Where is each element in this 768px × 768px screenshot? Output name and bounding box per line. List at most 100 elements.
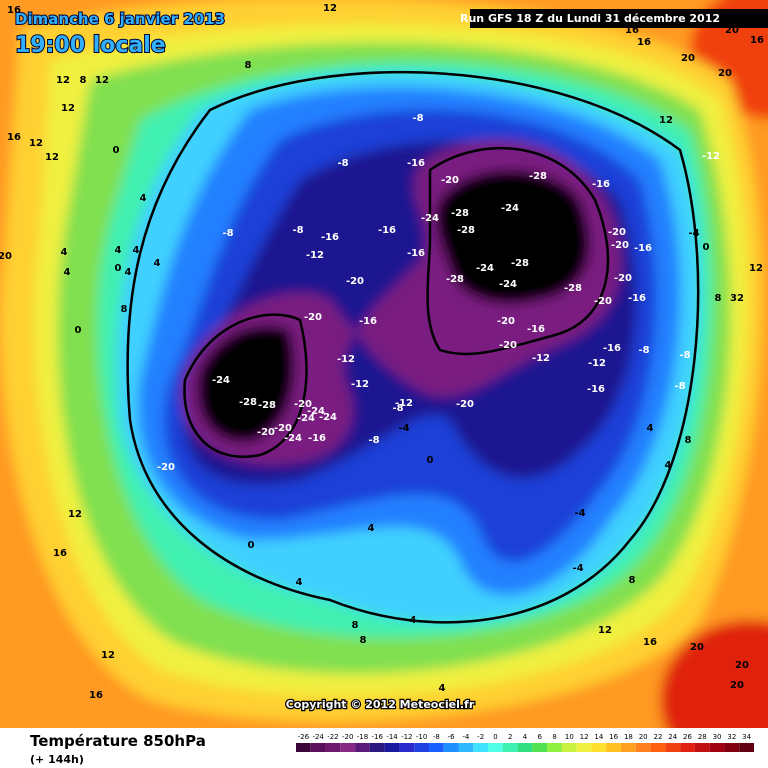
contour-label: -16	[587, 384, 605, 395]
contour-label: -20	[257, 427, 275, 438]
contour-label: 16	[637, 37, 651, 48]
contour-label: -24	[499, 279, 517, 290]
contour-label: -16	[634, 243, 652, 254]
contour-label: -24	[501, 203, 519, 214]
contour-label: 4	[133, 245, 140, 256]
colorbar: -26 -24 -22 -20 -18 -16 -14 -12 -10 -8 -6 -4 -2 0 2 4 6 8…	[296, 733, 754, 752]
colorbar-swatch	[443, 743, 459, 752]
contour-label: 12	[45, 152, 59, 163]
contour-label: -20	[497, 316, 515, 327]
contour-label: 4	[439, 683, 446, 694]
contour-label: 4	[125, 267, 132, 278]
colorbar-tick-label: 4	[523, 733, 528, 741]
contour-label: -16	[407, 158, 425, 169]
contour-label: 20	[718, 68, 732, 79]
contour-label: -8	[337, 158, 348, 169]
colorbar-swatch	[724, 743, 740, 752]
colorbar-swatch	[591, 743, 607, 752]
contour-label: -28	[446, 274, 464, 285]
colorbar-tick-label: 18	[624, 733, 633, 741]
contour-label: -20	[157, 462, 175, 473]
contour-label: -4	[574, 508, 585, 519]
colorbar-tick-label: -2	[477, 733, 484, 741]
colorbar-tick-label: -8	[433, 733, 440, 741]
colorbar-tick-label: 16	[609, 733, 618, 741]
contour-label: -8	[638, 345, 649, 356]
colorbar-swatch	[680, 743, 695, 752]
contour-label: -16	[359, 316, 377, 327]
contour-label: 12	[29, 138, 43, 149]
contour-label: -24	[297, 413, 315, 424]
contour-label: 12	[659, 115, 673, 126]
contour-label: -4	[572, 563, 583, 574]
contour-label: 8	[629, 575, 636, 586]
colorbar-tick-label: -22	[327, 733, 338, 741]
colorbar-tick-label: 14	[594, 733, 603, 741]
colorbar-swatch	[621, 743, 636, 752]
contour-label: 20	[725, 25, 739, 36]
contour-label: 8	[121, 304, 128, 315]
contour-label: 16	[89, 690, 103, 701]
contour-label: 4	[368, 523, 375, 534]
colorbar-swatch	[694, 743, 710, 752]
colorbar-tick-label: -18	[357, 733, 368, 741]
contour-label: 12	[61, 103, 75, 114]
colorbar-swatch	[576, 743, 592, 752]
colorbar-swatch	[384, 743, 400, 752]
contour-label: -16	[527, 324, 545, 335]
colorbar-tick-label: -14	[386, 733, 398, 741]
contour-label: -20	[304, 312, 322, 323]
contour-label: -16	[321, 232, 339, 243]
contour-label: -24	[307, 406, 325, 417]
contour-label: 20	[681, 53, 695, 64]
contour-label: 16	[7, 5, 21, 16]
colorbar-tick-label: -24	[312, 733, 324, 741]
contour-label: 12	[598, 625, 612, 636]
contour-label: -20	[499, 340, 517, 351]
colorbar-swatch	[635, 743, 651, 752]
contour-label: -16	[628, 293, 646, 304]
contour-label: -20	[594, 296, 612, 307]
contour-label: 4	[64, 267, 71, 278]
contour-label: -16	[378, 225, 396, 236]
colorbar-tick-label: -12	[401, 733, 412, 741]
colorbar-tick-label: 10	[565, 733, 574, 741]
contour-label: 0	[75, 325, 82, 336]
contour-label: -12	[702, 151, 720, 162]
contour-label: -20	[274, 423, 292, 434]
contour-label: -8	[292, 225, 303, 236]
contour-label: 12	[68, 509, 82, 520]
contour-label: 8	[360, 635, 367, 646]
contour-label: -28	[511, 258, 529, 269]
contour-label: 0	[427, 455, 434, 466]
copyright: Copyright © 2012 Meteociel.fr	[286, 698, 475, 711]
contour-label: 0	[115, 263, 122, 274]
colorbar-tick-label: 8	[552, 733, 556, 741]
contour-label: 32	[730, 293, 744, 304]
colorbar-tick-label: -6	[448, 733, 456, 741]
contour-label: -28	[451, 208, 469, 219]
contour-label: 8	[685, 435, 692, 446]
contour-label: -16	[308, 433, 326, 444]
contour-label: -20	[611, 240, 629, 251]
contour-label: 4	[647, 423, 654, 434]
contour-label: -28	[564, 283, 582, 294]
colorbar-swatch	[414, 743, 429, 752]
contour-label: 12	[95, 75, 109, 86]
contour-label: 4	[115, 245, 122, 256]
contour-label: 16	[625, 25, 639, 36]
colorbar-swatch	[488, 743, 503, 752]
contour-label: -12	[337, 354, 355, 365]
contour-label: -12	[588, 358, 606, 369]
lead-time: (+ 144h)	[30, 753, 84, 766]
contour-label: -28	[258, 400, 276, 411]
contour-label: -20	[294, 399, 312, 410]
colorbar-tick-label: 2	[508, 733, 512, 741]
contour-label: -12	[351, 379, 369, 390]
contour-label: -4	[688, 228, 699, 239]
colorbar-tick-label: 28	[698, 733, 707, 741]
contour-label: 16	[750, 35, 764, 46]
colorbar-tick-label: -16	[372, 733, 384, 741]
